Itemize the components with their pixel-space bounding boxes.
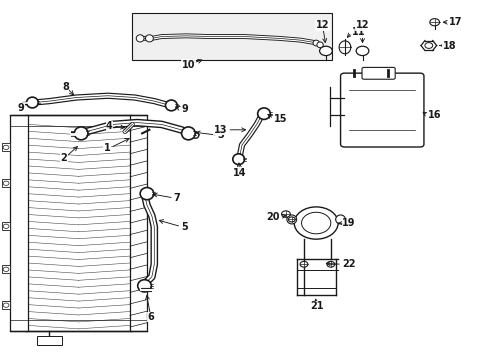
Text: 15: 15 bbox=[273, 114, 286, 124]
Text: 7: 7 bbox=[173, 193, 180, 203]
Ellipse shape bbox=[145, 35, 153, 42]
Text: 6: 6 bbox=[147, 312, 154, 322]
Ellipse shape bbox=[74, 127, 88, 140]
Ellipse shape bbox=[138, 280, 151, 292]
Text: 12: 12 bbox=[355, 20, 368, 30]
Ellipse shape bbox=[312, 40, 319, 46]
Circle shape bbox=[355, 46, 368, 55]
Ellipse shape bbox=[316, 42, 323, 48]
Bar bbox=[25, 116, 132, 330]
Ellipse shape bbox=[136, 35, 144, 42]
Circle shape bbox=[301, 212, 330, 234]
Ellipse shape bbox=[257, 108, 270, 120]
Circle shape bbox=[424, 42, 432, 48]
Ellipse shape bbox=[26, 97, 38, 108]
Text: 18: 18 bbox=[442, 41, 455, 50]
Ellipse shape bbox=[335, 215, 345, 224]
Circle shape bbox=[281, 211, 290, 217]
Text: 16: 16 bbox=[427, 111, 441, 121]
Circle shape bbox=[294, 207, 337, 239]
Bar bbox=[130, 116, 147, 330]
Text: 13: 13 bbox=[213, 125, 227, 135]
Text: 2: 2 bbox=[61, 153, 67, 163]
Text: 9: 9 bbox=[181, 104, 187, 114]
Text: 14: 14 bbox=[232, 168, 246, 178]
Text: 17: 17 bbox=[448, 17, 462, 27]
Circle shape bbox=[319, 46, 331, 55]
Ellipse shape bbox=[181, 127, 195, 140]
Text: 9: 9 bbox=[18, 103, 24, 113]
Circle shape bbox=[288, 217, 295, 222]
Bar bbox=[1, 265, 10, 273]
Bar bbox=[1, 301, 10, 309]
Circle shape bbox=[3, 303, 9, 307]
Text: 10: 10 bbox=[182, 59, 195, 69]
Circle shape bbox=[429, 19, 439, 26]
Text: 21: 21 bbox=[309, 301, 323, 311]
FancyBboxPatch shape bbox=[361, 67, 394, 79]
Bar bbox=[1, 143, 10, 151]
Bar bbox=[1, 179, 10, 187]
Ellipse shape bbox=[165, 100, 177, 111]
Text: 12: 12 bbox=[315, 20, 328, 30]
Text: 11: 11 bbox=[351, 27, 365, 37]
Text: 8: 8 bbox=[62, 82, 69, 92]
Text: 20: 20 bbox=[265, 212, 279, 221]
Bar bbox=[37, 336, 61, 345]
Circle shape bbox=[326, 261, 334, 267]
Ellipse shape bbox=[140, 188, 154, 200]
Bar bbox=[10, 116, 27, 330]
FancyBboxPatch shape bbox=[340, 73, 423, 147]
Circle shape bbox=[3, 267, 9, 271]
Circle shape bbox=[300, 261, 307, 267]
Text: 19: 19 bbox=[341, 218, 355, 228]
Bar bbox=[1, 222, 10, 230]
Ellipse shape bbox=[232, 154, 244, 165]
Text: 3: 3 bbox=[217, 130, 224, 140]
Ellipse shape bbox=[286, 215, 296, 224]
Bar bbox=[132, 13, 331, 60]
Circle shape bbox=[3, 224, 9, 228]
Circle shape bbox=[3, 181, 9, 185]
Text: 22: 22 bbox=[341, 259, 355, 269]
Circle shape bbox=[3, 145, 9, 149]
Text: 4: 4 bbox=[106, 121, 113, 131]
Text: 5: 5 bbox=[181, 222, 187, 231]
Text: 1: 1 bbox=[103, 143, 110, 153]
